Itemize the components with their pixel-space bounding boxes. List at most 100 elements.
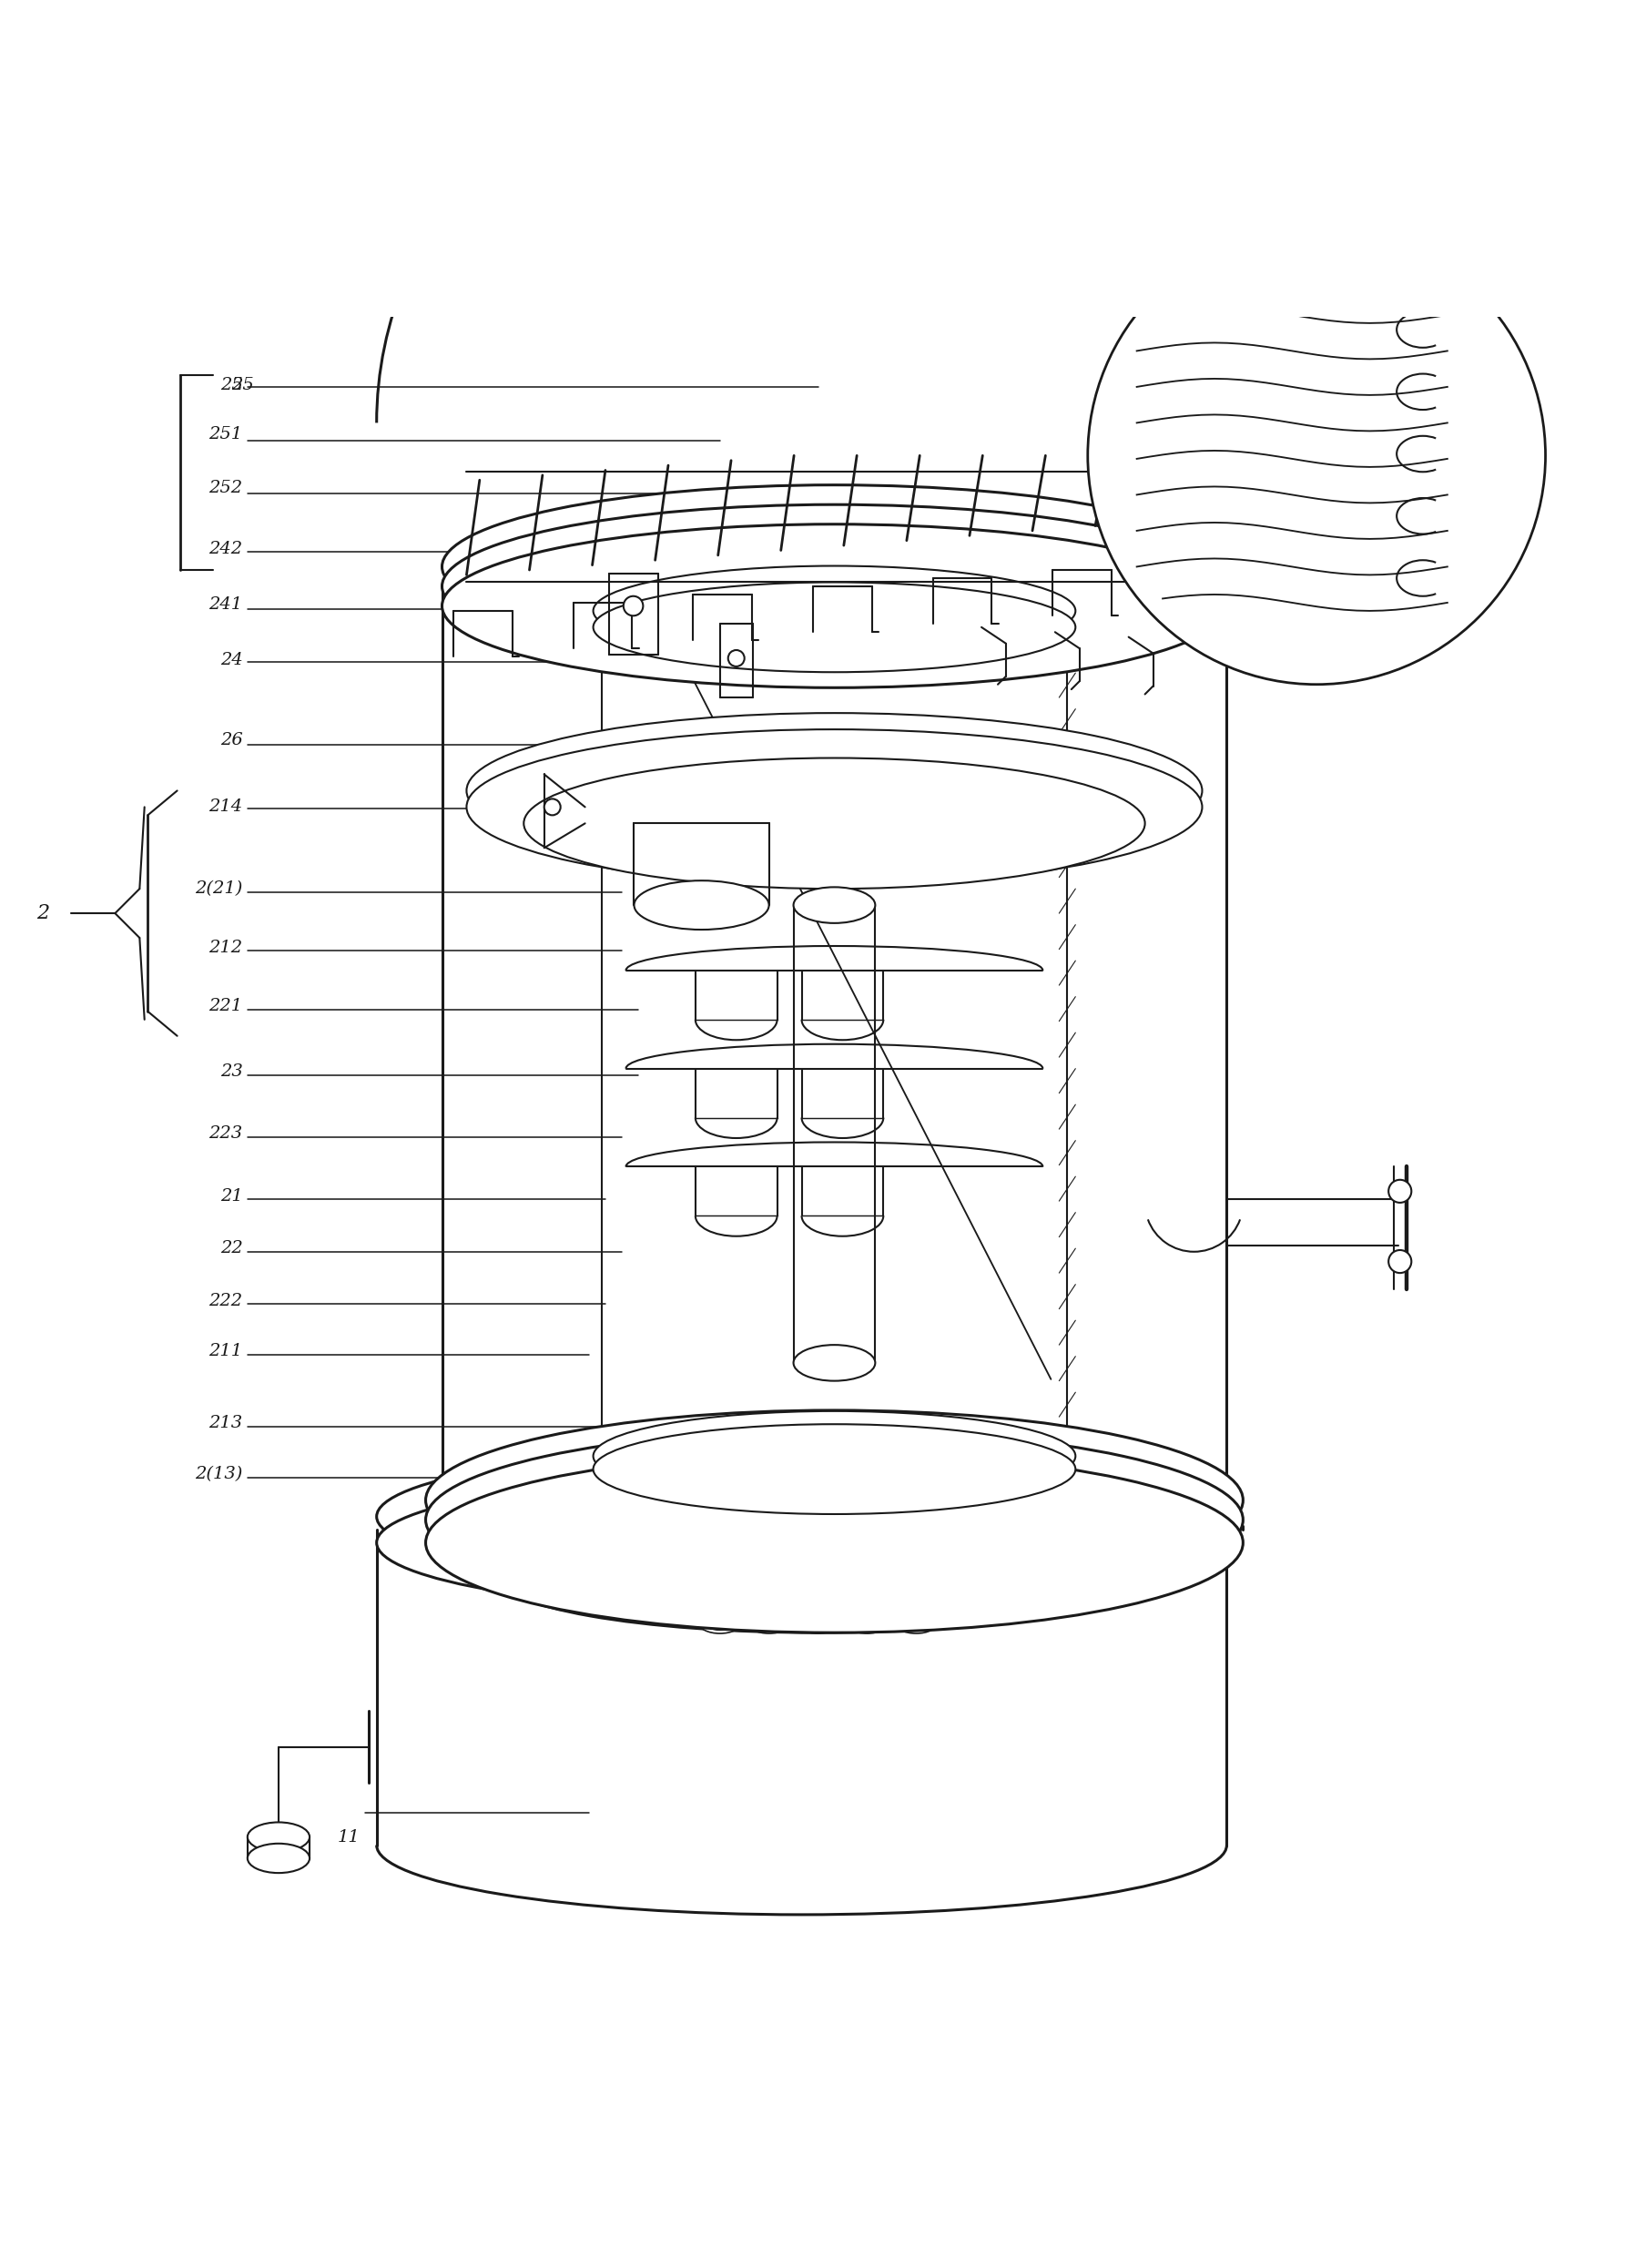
Text: 25: 25 [219,376,242,392]
Ellipse shape [674,1567,717,1590]
Ellipse shape [901,1585,931,1601]
Ellipse shape [748,1583,790,1603]
Ellipse shape [754,1615,784,1631]
Ellipse shape [656,1556,685,1572]
Ellipse shape [852,1615,882,1631]
Ellipse shape [793,887,875,923]
Ellipse shape [656,1585,685,1601]
Ellipse shape [828,1572,857,1585]
Ellipse shape [425,1429,1243,1610]
Circle shape [1088,227,1546,685]
Ellipse shape [705,1585,735,1601]
Ellipse shape [524,758,1145,889]
Ellipse shape [376,1447,1227,1585]
Circle shape [1389,1250,1412,1272]
Circle shape [728,651,744,667]
Text: 26: 26 [219,733,242,748]
Ellipse shape [926,1572,955,1585]
Circle shape [623,596,643,615]
Ellipse shape [247,1844,309,1873]
Text: 22: 22 [219,1241,242,1256]
Text: 11: 11 [337,1828,360,1846]
Ellipse shape [951,1556,980,1572]
Ellipse shape [870,1597,913,1619]
Ellipse shape [969,1567,1011,1590]
Ellipse shape [681,1601,710,1615]
Ellipse shape [247,1821,309,1851]
Ellipse shape [705,1556,735,1572]
Ellipse shape [951,1585,980,1601]
Text: 241: 241 [209,596,242,612]
Ellipse shape [852,1585,882,1601]
Ellipse shape [681,1572,710,1585]
Circle shape [1389,1179,1412,1202]
Ellipse shape [803,1556,833,1572]
Ellipse shape [748,1613,790,1633]
Text: 2: 2 [38,903,49,923]
Ellipse shape [821,1567,864,1590]
Text: 212: 212 [209,939,242,955]
Ellipse shape [975,1572,1005,1585]
Ellipse shape [870,1567,913,1590]
Ellipse shape [748,1554,790,1574]
Text: 25: 25 [231,376,254,392]
Ellipse shape [594,583,1075,671]
Ellipse shape [772,1597,815,1619]
Ellipse shape [895,1554,937,1574]
Ellipse shape [754,1556,784,1572]
Ellipse shape [723,1567,766,1590]
Ellipse shape [466,712,1202,869]
Ellipse shape [779,1601,808,1615]
Ellipse shape [466,730,1202,885]
Ellipse shape [846,1583,888,1603]
Ellipse shape [772,1567,815,1590]
Ellipse shape [425,1454,1243,1633]
Ellipse shape [635,880,769,930]
Ellipse shape [442,503,1227,669]
Text: 21: 21 [219,1188,242,1204]
Ellipse shape [803,1585,833,1601]
Ellipse shape [649,1583,692,1603]
Ellipse shape [877,1601,906,1615]
Text: 242: 242 [209,540,242,558]
Text: 2(21): 2(21) [195,880,242,896]
Ellipse shape [699,1583,741,1603]
Ellipse shape [631,1572,661,1585]
Text: 24: 24 [219,651,242,669]
Ellipse shape [895,1613,937,1633]
Text: 251: 251 [209,426,242,442]
Text: 252: 252 [209,481,242,497]
Ellipse shape [944,1583,987,1603]
Ellipse shape [797,1583,839,1603]
Ellipse shape [674,1597,717,1619]
Ellipse shape [496,1517,1140,1633]
Ellipse shape [846,1613,888,1633]
Text: 2(13): 2(13) [195,1465,242,1483]
Ellipse shape [705,1615,735,1631]
Ellipse shape [901,1556,931,1572]
Ellipse shape [797,1613,839,1633]
Ellipse shape [919,1597,962,1619]
Ellipse shape [649,1554,692,1574]
Ellipse shape [699,1554,741,1574]
Circle shape [545,798,561,814]
Ellipse shape [376,1474,1227,1613]
Text: 214: 214 [209,798,242,814]
Ellipse shape [730,1572,759,1585]
Ellipse shape [442,485,1227,649]
Ellipse shape [944,1554,987,1574]
Ellipse shape [496,1499,1140,1613]
Ellipse shape [730,1601,759,1615]
Text: 213: 213 [209,1415,242,1431]
Text: 222: 222 [209,1293,242,1309]
Ellipse shape [821,1597,864,1619]
Ellipse shape [754,1585,784,1601]
Ellipse shape [846,1554,888,1574]
Ellipse shape [803,1615,833,1631]
Ellipse shape [594,1411,1075,1501]
Ellipse shape [852,1556,882,1572]
Ellipse shape [594,1424,1075,1515]
Ellipse shape [699,1613,741,1633]
Text: 23: 23 [219,1064,242,1080]
Ellipse shape [797,1554,839,1574]
